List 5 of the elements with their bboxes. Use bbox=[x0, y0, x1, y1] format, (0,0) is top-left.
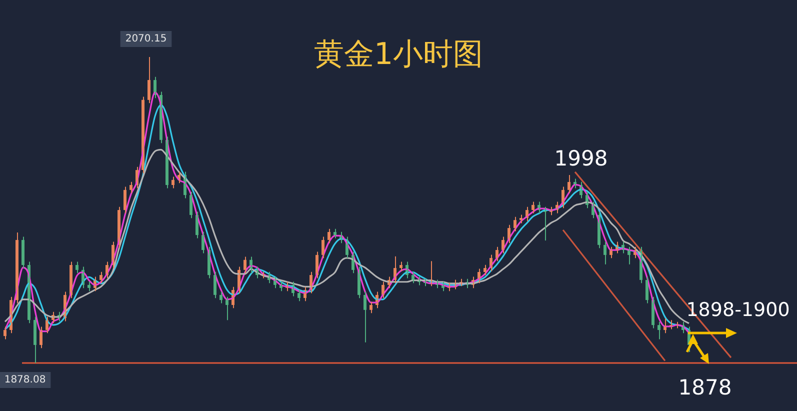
annotation: 1998 bbox=[554, 146, 608, 170]
annotation: 2070.15 bbox=[125, 34, 167, 45]
annotation: 1878.08 bbox=[4, 374, 46, 386]
annotation: 1878 bbox=[678, 376, 732, 400]
chart-title: 黄金1小时图 bbox=[314, 37, 484, 72]
